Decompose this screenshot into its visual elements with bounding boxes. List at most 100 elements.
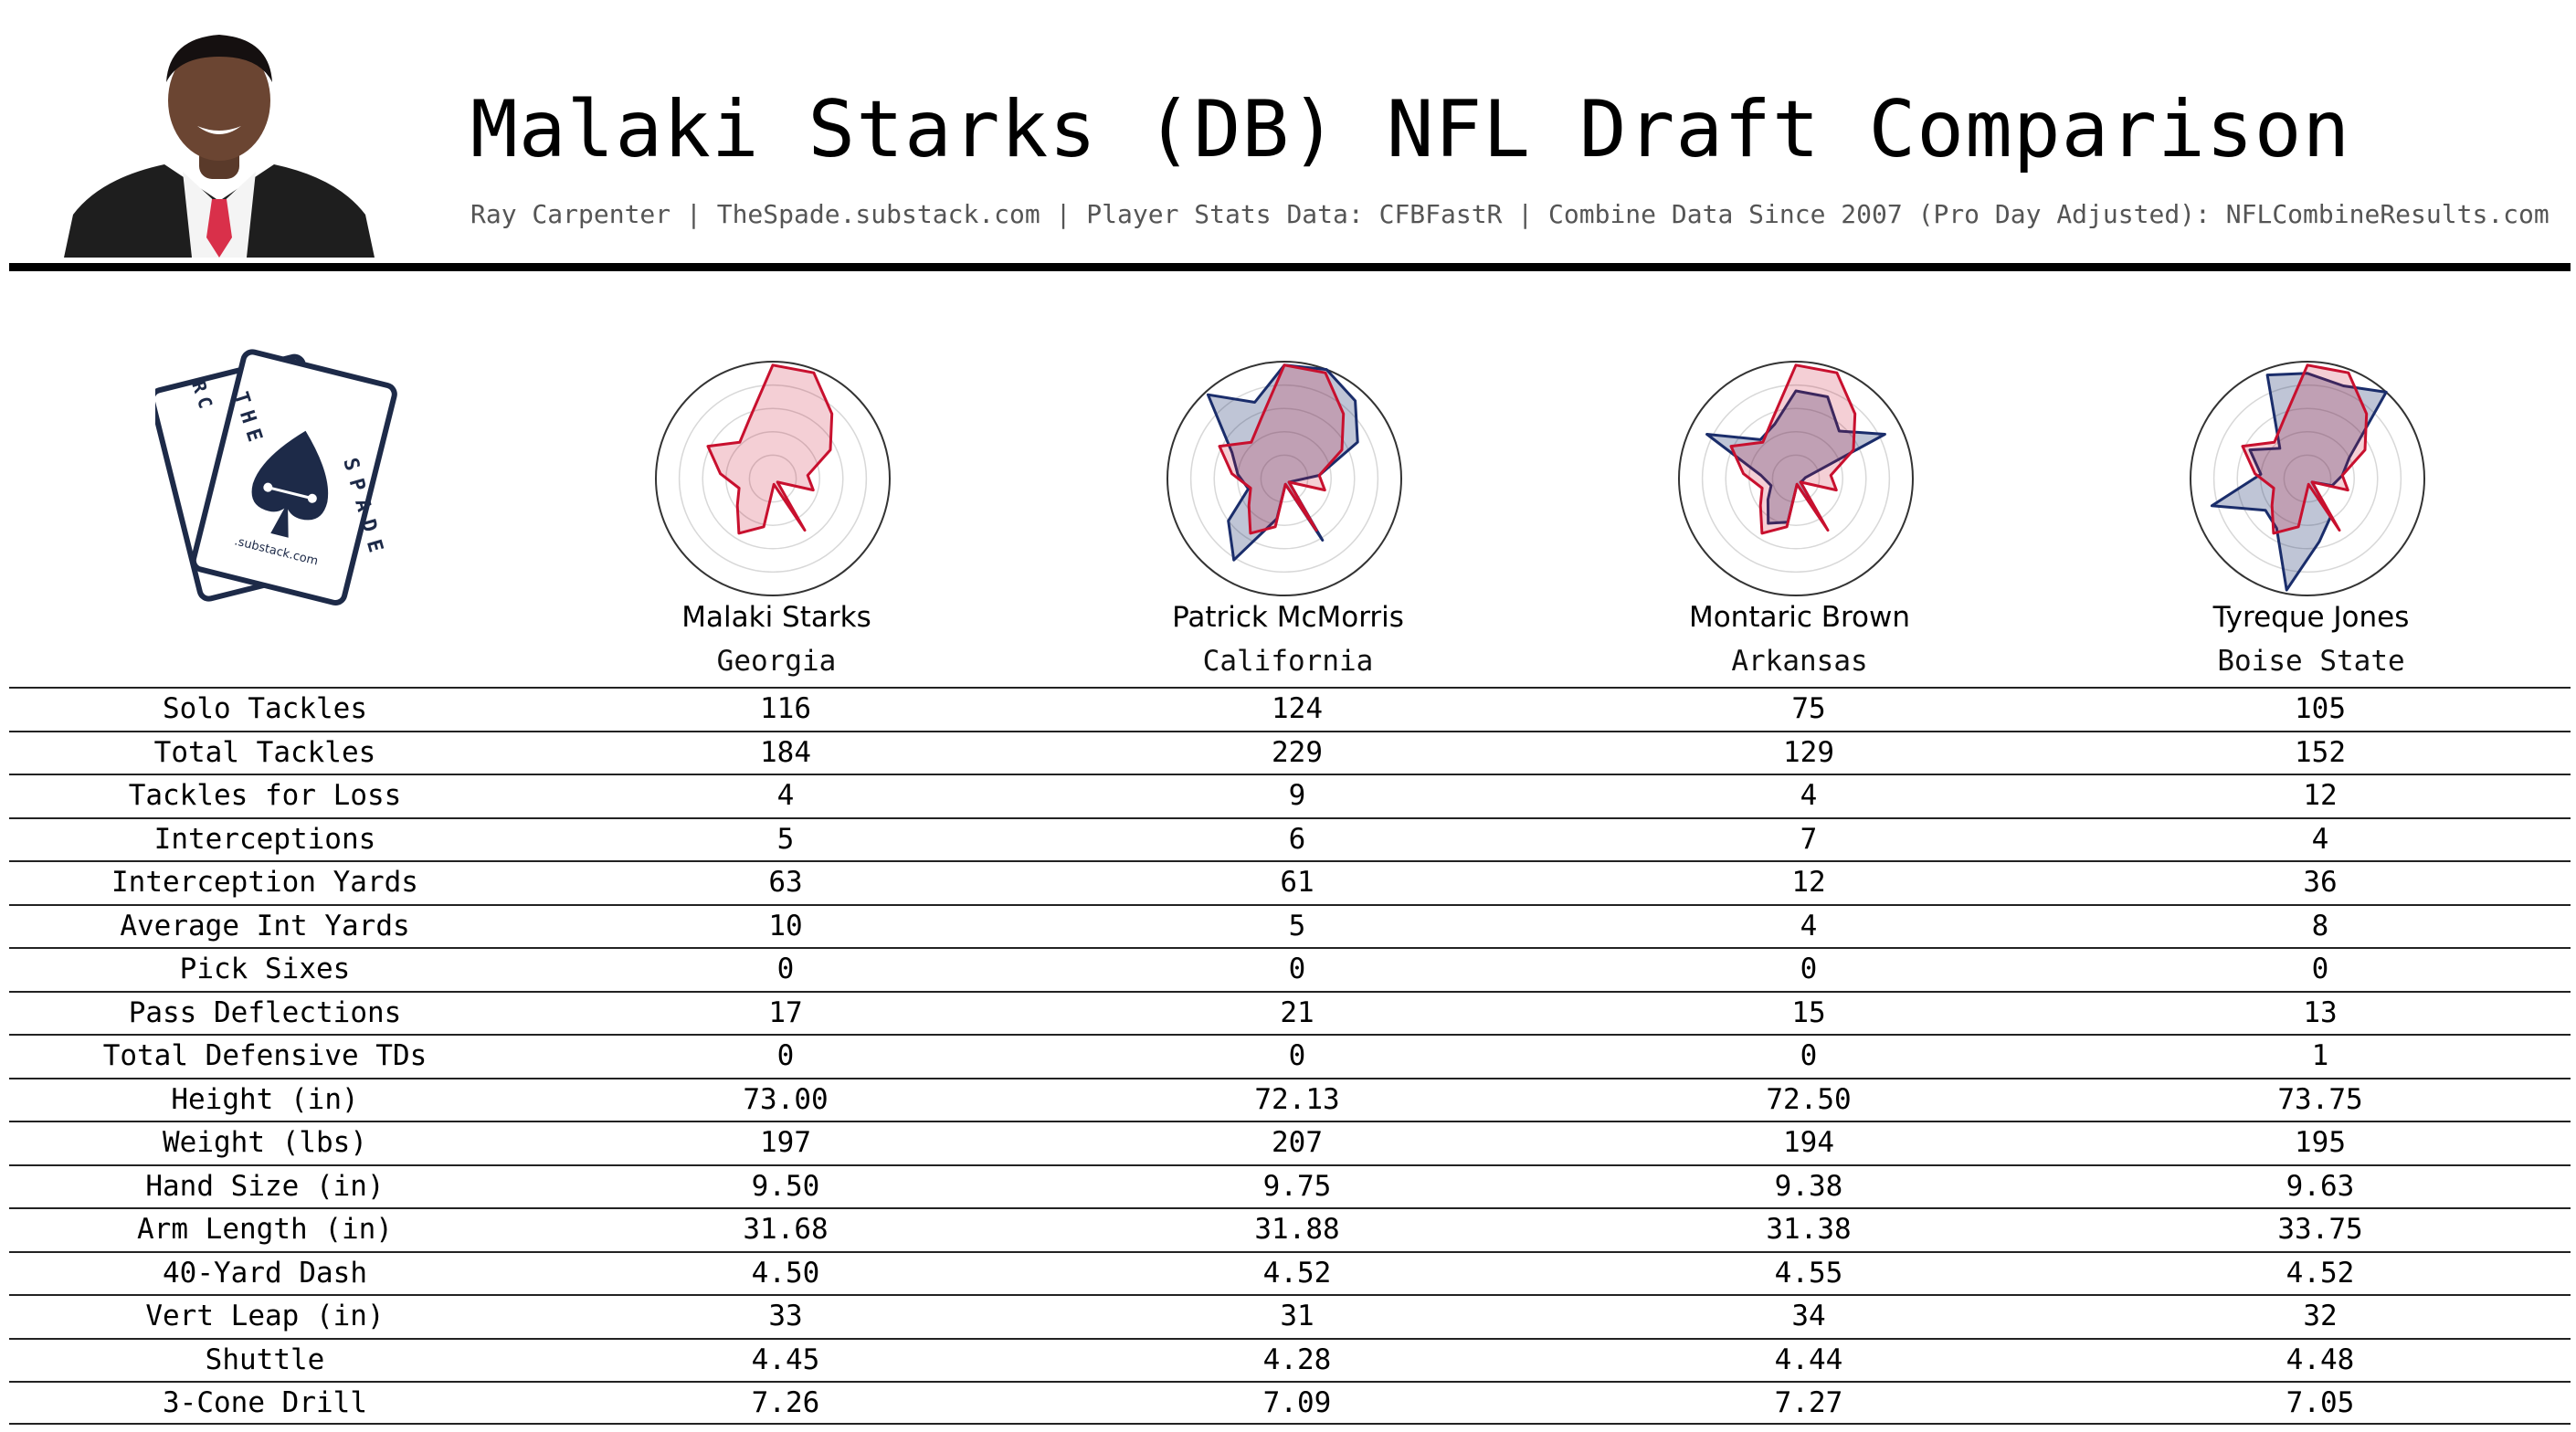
stat-value: 10 [768, 909, 803, 942]
radar-ring [748, 454, 797, 503]
stat-value: 152 [2295, 735, 2346, 769]
stat-value: 7.26 [751, 1386, 820, 1419]
table-row: 40-Yard Dash 4.50 4.52 4.55 4.52 [9, 1250, 2571, 1295]
stat-value: 5 [1288, 909, 1306, 942]
radar-ring [1213, 407, 1356, 550]
stat-value: 73.00 [743, 1082, 829, 1116]
stat-value: 9.75 [1262, 1169, 1332, 1203]
stat-value: 13 [2303, 995, 2338, 1029]
table-row: Pass Deflections 17 21 15 13 [9, 990, 2571, 1035]
radar-ring [678, 384, 868, 574]
stat-label: Hand Size (in) [145, 1169, 385, 1203]
stat-value: 21 [1280, 995, 1314, 1029]
stat-value: 8 [2311, 909, 2329, 942]
stat-value: 4.52 [2286, 1256, 2355, 1290]
radar-primary-series [1218, 363, 1346, 535]
stat-value: 75 [1791, 692, 1826, 725]
page-subtitle: Ray Carpenter | TheSpade.substack.com | … [470, 199, 2550, 229]
stat-value: 0 [1288, 1039, 1306, 1072]
stat-value: 31.88 [1254, 1213, 1340, 1246]
stat-value: 195 [2295, 1126, 2346, 1159]
stat-value: 0 [776, 1039, 795, 1072]
table-row: Average Int Yards 10 5 4 8 [9, 903, 2571, 948]
stat-value: 63 [768, 866, 803, 899]
stat-value: 124 [1272, 692, 1323, 725]
table-row: Hand Size (in) 9.50 9.75 9.38 9.63 [9, 1164, 2571, 1208]
stat-value: 31.68 [743, 1213, 829, 1246]
stat-value: 17 [768, 995, 803, 1029]
radar-ring [2236, 407, 2379, 550]
stat-value: 72.13 [1254, 1082, 1340, 1116]
stat-label: Shuttle [205, 1342, 325, 1376]
stat-value: 4 [2311, 822, 2329, 856]
stat-label: Average Int Yards [120, 909, 410, 942]
stat-value: 0 [1800, 1039, 1818, 1072]
radar-ring [2283, 454, 2332, 503]
player-name: Malaki Starks [681, 601, 871, 634]
stat-value: 194 [1783, 1126, 1834, 1159]
player-headshot [64, 35, 375, 258]
stat-value: 61 [1280, 866, 1314, 899]
stat-label: Pick Sixes [179, 953, 351, 985]
stat-value: 7.09 [1262, 1386, 1332, 1419]
stat-value: 34 [1791, 1300, 1826, 1332]
stat-value: 184 [760, 735, 811, 769]
radar-ring [2212, 384, 2402, 574]
radar-primary-series [1729, 363, 1857, 535]
stat-value: 4.55 [1774, 1256, 1843, 1290]
radar-ring [702, 407, 844, 550]
stat-label: 3-Cone Drill [163, 1386, 367, 1419]
stat-value: 129 [1783, 735, 1834, 769]
stat-label: Vert Leap (in) [145, 1300, 385, 1332]
table-row: Solo Tackles 116 124 75 105 [9, 687, 2571, 731]
stat-label: Interception Yards [111, 866, 418, 899]
table-row: Arm Length (in) 31.68 31.88 31.38 33.75 [9, 1207, 2571, 1251]
stat-value: 9.38 [1774, 1169, 1843, 1203]
stat-value: 4.28 [1262, 1342, 1332, 1376]
stat-label: Height (in) [171, 1082, 359, 1116]
stat-value: 4.44 [1774, 1342, 1843, 1376]
player-school: California [1202, 645, 1374, 678]
stat-value: 32 [2303, 1300, 2338, 1332]
stat-value: 9.63 [2286, 1169, 2355, 1203]
stat-value: 116 [760, 692, 811, 725]
stat-value: 4.52 [1262, 1256, 1332, 1290]
radar-ring [1189, 384, 1379, 574]
stat-value: 36 [2303, 866, 2338, 899]
table-row: Total Tackles 184 229 129 152 [9, 730, 2571, 774]
radar-ring [1725, 407, 1867, 550]
stat-value: 4.45 [751, 1342, 820, 1376]
stat-value: 0 [2311, 953, 2329, 985]
table-row: Height (in) 73.00 72.13 72.50 73.75 [9, 1077, 2571, 1121]
table-row: Vert Leap (in) 33 31 34 32 [9, 1294, 2571, 1338]
stat-value: 9 [1288, 779, 1306, 812]
stat-value: 73.75 [2277, 1082, 2363, 1116]
stat-label: Arm Length (in) [137, 1213, 393, 1246]
stat-value: 1 [2311, 1039, 2329, 1072]
stat-value: 31.38 [1766, 1213, 1852, 1246]
stat-value: 0 [1288, 953, 1306, 985]
table-row: Tackles for Loss 4 9 4 12 [9, 774, 2571, 817]
stat-value: 9.50 [751, 1169, 820, 1203]
radar-ring [1167, 361, 1402, 596]
stat-label: Total Tackles [153, 735, 376, 769]
stat-value: 229 [1272, 735, 1323, 769]
stat-value: 33 [768, 1300, 803, 1332]
stat-value: 0 [776, 953, 795, 985]
stat-label: Tackles for Loss [128, 779, 402, 812]
table-row: Interceptions 5 6 7 4 [9, 816, 2571, 861]
stat-label: Interceptions [153, 822, 376, 856]
stat-label: Total Defensive TDs [102, 1039, 428, 1072]
stat-value: 4.50 [751, 1256, 820, 1290]
radar-primary-series [706, 363, 834, 535]
stat-value: 31 [1280, 1300, 1314, 1332]
radar-ring [1771, 454, 1821, 503]
player-school: Boise State [2217, 645, 2405, 678]
stat-value: 4 [1800, 779, 1818, 812]
stat-value: 5 [776, 822, 795, 856]
the-spade-logo: THE RC SPADE .substack.com [155, 349, 397, 606]
stat-value: 12 [2303, 779, 2338, 812]
radar-ring [1701, 384, 1891, 574]
radar-ring [2190, 361, 2425, 596]
header-divider [9, 263, 2571, 271]
